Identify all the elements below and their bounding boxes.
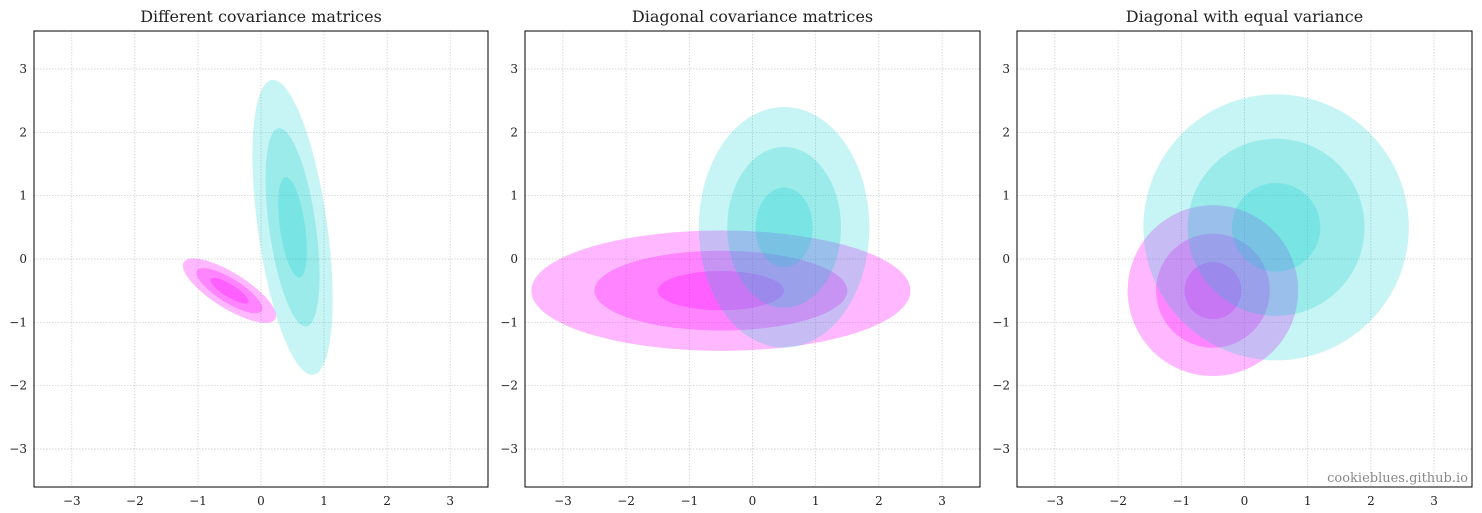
- series-1-ellipse-2: [196, 268, 263, 314]
- series-1-ellipse-1: [531, 230, 911, 351]
- series-2-ellipse-1: [698, 106, 870, 348]
- series-2-ellipse-3: [278, 177, 307, 278]
- series-1-ellipse-1: [182, 258, 277, 323]
- series-1-ellipse-3: [210, 277, 249, 304]
- y-tick-label: −1: [992, 315, 1010, 329]
- x-tick-label: −2: [126, 494, 144, 508]
- x-tick-label: 1: [1304, 494, 1312, 508]
- y-tick-label: 2: [1002, 125, 1010, 139]
- y-tick-label: 2: [19, 125, 27, 139]
- y-tick-label: 3: [510, 62, 518, 76]
- y-tick-label: 1: [19, 189, 27, 203]
- x-tick-label: 3: [446, 494, 454, 508]
- series-1-ellipse-3: [657, 271, 785, 311]
- y-tick-label: 1: [510, 189, 518, 203]
- x-tick-label: 0: [257, 494, 265, 508]
- y-tick-label: −2: [992, 379, 1010, 393]
- series-2-ellipse-3: [755, 187, 813, 268]
- series-1-ellipse-1: [1127, 205, 1299, 377]
- chart-panel-1: −3 −2 −1 0 1 2 3 −3 −2 −1 0 1 2 3 Different covariance…: [9, 7, 489, 508]
- y-tick-label: 0: [510, 252, 518, 266]
- axes-frame: [1016, 30, 1473, 488]
- ellipse-group: [182, 79, 333, 375]
- y-tick-label: −1: [500, 315, 518, 329]
- series-1-ellipse-2: [1156, 233, 1270, 348]
- chart-panel-3: −3 −2 −1 0 1 2 3 −3 −2 −1 0 1 2 3 Diagonal with equal …: [992, 7, 1473, 508]
- x-tick-label: −1: [189, 494, 207, 508]
- chart-title: Diagonal with equal variance: [1126, 7, 1363, 26]
- series-1-ellipse-2: [594, 250, 848, 331]
- y-tick-label: −3: [992, 442, 1010, 456]
- x-tick-label: 3: [938, 494, 946, 508]
- y-tick-label: 0: [19, 252, 27, 266]
- axes-frame: [524, 30, 981, 488]
- chart-title: Diagonal covariance matrices: [632, 7, 873, 26]
- x-tick-label: 0: [749, 494, 757, 508]
- y-tick-label: −3: [500, 442, 518, 456]
- x-tick-label: 1: [320, 494, 328, 508]
- y-tick-label: 2: [510, 125, 518, 139]
- x-tick-label: 2: [875, 494, 883, 508]
- watermark: cookieblues.github.io: [1327, 471, 1468, 486]
- x-tick-label: 1: [812, 494, 820, 508]
- x-tick-label: −3: [554, 494, 572, 508]
- series-2-ellipse-1: [252, 79, 333, 375]
- chart-title: Different covariance matrices: [140, 7, 382, 26]
- y-tick-label: 1: [1002, 189, 1010, 203]
- x-tick-label: −2: [617, 494, 635, 508]
- x-tick-label: 3: [1430, 494, 1438, 508]
- x-tick-label: −1: [1172, 494, 1190, 508]
- x-tick-label: 2: [1367, 494, 1375, 508]
- series-2-ellipse-2: [1187, 138, 1365, 316]
- ellipse-group: [1127, 94, 1409, 377]
- x-tick-label: −3: [63, 494, 81, 508]
- x-tick-label: 2: [383, 494, 391, 508]
- chart-panel-2: −3 −2 −1 0 1 2 3 −3 −2 −1 0 1 2 3 Diagonal covariance …: [500, 7, 981, 508]
- y-tick-label: 0: [1002, 252, 1010, 266]
- x-tick-label: −3: [1046, 494, 1064, 508]
- axes-frame: [33, 30, 489, 488]
- series-2-ellipse-2: [265, 128, 320, 327]
- y-tick-label: −2: [500, 379, 518, 393]
- ellipse-group: [531, 106, 911, 351]
- y-tick-label: −2: [9, 379, 27, 393]
- series-1-ellipse-3: [1184, 262, 1242, 320]
- y-tick-label: 3: [19, 62, 27, 76]
- y-tick-label: 3: [1002, 62, 1010, 76]
- series-2-ellipse-1: [1143, 94, 1409, 361]
- series-2-ellipse-3: [1231, 183, 1321, 272]
- x-tick-label: −2: [1109, 494, 1127, 508]
- series-2-ellipse-2: [727, 146, 841, 308]
- x-tick-label: 0: [1241, 494, 1249, 508]
- y-tick-label: −1: [9, 315, 27, 329]
- x-tick-label: −1: [680, 494, 698, 508]
- y-tick-label: −3: [9, 442, 27, 456]
